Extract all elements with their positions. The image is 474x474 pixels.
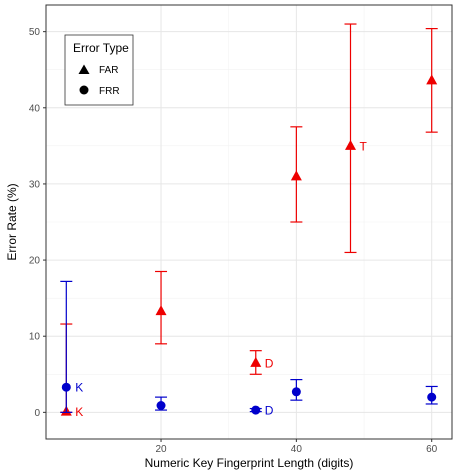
- axes: 0 10 20 30 40 50 20 40 60: [29, 27, 438, 455]
- legend-label-far: FAR: [99, 65, 118, 76]
- frr-point: [251, 405, 261, 415]
- legend-title: Error Type: [73, 41, 129, 55]
- frr-point-group: K: [60, 280, 83, 413]
- far-point-group: [155, 270, 168, 345]
- y-tick-label: 10: [29, 332, 41, 343]
- far-point: [250, 356, 262, 367]
- frr-point: [291, 387, 301, 397]
- y-tick-label: 50: [29, 27, 41, 38]
- legend-triangle-icon: [78, 64, 90, 74]
- far-point-group: T: [344, 23, 368, 254]
- point-label: D: [265, 356, 274, 370]
- x-tick-label: 60: [426, 444, 438, 455]
- point-label: K: [75, 381, 83, 395]
- y-tick-label: 0: [34, 408, 40, 419]
- y-axis-title: Error Rate (%): [5, 183, 19, 260]
- x-axis-title: Numeric Key Fingerprint Length (digits): [145, 456, 354, 470]
- legend-circle-icon: [79, 85, 89, 95]
- far-point: [426, 74, 438, 85]
- point-label: D: [265, 404, 274, 418]
- frr-point-group: [425, 385, 438, 405]
- frr-point: [156, 400, 166, 410]
- frr-point: [61, 382, 71, 392]
- legend-box: [64, 34, 134, 106]
- x-tick-label: 40: [291, 444, 303, 455]
- far-point-group: [425, 28, 438, 133]
- frr-point-group: [155, 396, 168, 411]
- panel-border: [45, 4, 453, 440]
- legend: Error Type FAR FRR: [64, 34, 134, 106]
- marks: K D T K D: [60, 23, 438, 419]
- frr-point-group: [290, 379, 303, 401]
- legend-label-frr: FRR: [99, 86, 120, 97]
- far-point-group: D: [249, 350, 274, 375]
- y-tick-label: 20: [29, 256, 41, 267]
- frr-point-group: D: [249, 404, 274, 418]
- far-point-group: [290, 126, 303, 223]
- point-label: T: [360, 139, 368, 153]
- far-point: [155, 305, 167, 316]
- y-tick-label: 30: [29, 179, 41, 190]
- far-point: [290, 170, 302, 181]
- x-tick-label: 20: [155, 444, 167, 455]
- far-point: [345, 139, 356, 150]
- point-label: K: [75, 405, 83, 419]
- frr-point: [427, 392, 437, 402]
- y-tick-label: 40: [29, 103, 41, 114]
